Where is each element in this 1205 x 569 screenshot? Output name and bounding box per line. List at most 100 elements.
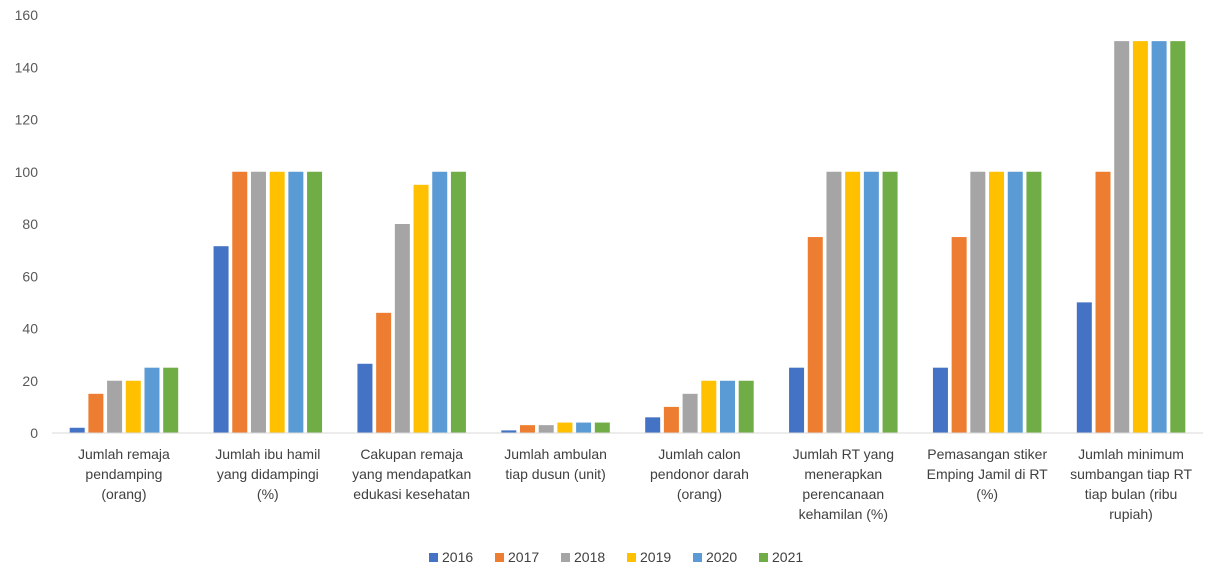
category-label-line: Jumlah remaja [78, 446, 170, 462]
category-label: Jumlah RT yang menerapkan perencanaan keham… [793, 446, 894, 522]
bar-2016-cat2 [213, 246, 229, 433]
category-label-line: edukasi kesehatan [353, 486, 470, 502]
category-label-line: (orang) [101, 486, 146, 502]
legend-swatch [627, 553, 636, 562]
legend-item-2020: 2020 [693, 549, 737, 565]
x-axis-labels: Jumlah remaja pendamping (orang) Jumlah ibu… [78, 446, 1192, 522]
bar-2019-cat4 [557, 422, 573, 433]
bar-2018-cat3 [394, 224, 410, 433]
category-label-line: Jumlah calon [658, 446, 741, 462]
category-label-line: Jumlah ambulan [504, 446, 607, 462]
bar-2017-cat7 [951, 237, 967, 433]
bar-2019-cat8 [1132, 41, 1148, 434]
bar-2020-cat4 [576, 422, 592, 433]
legend-item-2016: 2016 [429, 549, 473, 565]
category-label-line: yang didampingi [217, 466, 319, 482]
bar-2019-cat6 [845, 171, 861, 433]
bar-2019-cat3 [413, 184, 429, 433]
legend-label: 2018 [574, 549, 605, 565]
bar-2021-cat8 [1170, 41, 1186, 434]
bar-2021-cat7 [1026, 171, 1042, 433]
y-tick-label: 160 [15, 7, 39, 23]
bar-2016-cat7 [932, 367, 948, 433]
legend-label: 2016 [442, 549, 473, 565]
legend-item-2018: 2018 [561, 549, 605, 565]
category-label: Jumlah calon pendonor darah (orang) [650, 446, 749, 502]
category-label-line: rupiah) [1109, 506, 1153, 522]
y-tick-label: 140 [15, 59, 39, 75]
bar-2018-cat7 [970, 171, 986, 433]
y-tick-label: 40 [22, 321, 38, 337]
legend-swatch [759, 553, 768, 562]
bar-2018-cat5 [682, 393, 698, 433]
category-label-line: (orang) [677, 486, 722, 502]
bar-2021-cat4 [594, 422, 610, 433]
bar-2016-cat1 [69, 427, 85, 433]
bar-2016-cat3 [357, 363, 373, 433]
bar-2018-cat8 [1114, 41, 1130, 434]
category-label-line: kehamilan (%) [799, 506, 888, 522]
bar-2017-cat8 [1095, 171, 1111, 433]
legend-swatch [495, 553, 504, 562]
y-tick-label: 20 [22, 373, 38, 389]
category-label-line: sumbangan tiap RT [1070, 466, 1192, 482]
bar-2020-cat6 [863, 171, 879, 433]
bar-2016-cat6 [789, 367, 805, 433]
y-tick-label: 80 [22, 216, 38, 232]
category-label-line: Cakupan remaja [360, 446, 463, 462]
bar-2017-cat2 [232, 171, 248, 433]
bar-2017-cat5 [663, 406, 679, 434]
category-label-line: Jumlah ibu hamil [215, 446, 320, 462]
bar-2020-cat7 [1007, 171, 1023, 433]
category-label: Pemasangan stiker Emping Jamil di RT (%) [927, 446, 1049, 502]
legend-label: 2020 [706, 549, 737, 565]
bar-2020-cat5 [719, 380, 735, 433]
y-tick-label: 100 [15, 164, 39, 180]
bar-2021-cat6 [882, 171, 898, 433]
category-label-line: pendonor darah [650, 466, 749, 482]
y-tick-label: 120 [15, 112, 39, 128]
bar-2020-cat3 [432, 171, 448, 433]
category-label-line: Jumlah RT yang [793, 446, 894, 462]
bar-2019-cat2 [269, 171, 285, 433]
legend-swatch [693, 553, 702, 562]
category-label-line: tiap dusun (unit) [505, 466, 605, 482]
legend-label: 2017 [508, 549, 539, 565]
category-label-line: yang mendapatkan [352, 466, 471, 482]
legend-label: 2019 [640, 549, 671, 565]
category-label: Cakupan remaja yang mendapatkan edukasi ke… [352, 446, 471, 502]
bar-2018-cat4 [538, 425, 554, 433]
bar-2021-cat3 [450, 171, 466, 433]
bar-2017-cat1 [88, 393, 104, 433]
bar-2021-cat1 [163, 367, 179, 433]
legend-item-2019: 2019 [627, 549, 671, 565]
bar-2018-cat1 [107, 380, 123, 433]
legend-swatch [561, 553, 570, 562]
category-label: Jumlah ambulan tiap dusun (unit) [504, 446, 607, 482]
bar-2019-cat1 [125, 380, 141, 433]
legend-item-2021: 2021 [759, 549, 803, 565]
category-label-line: tiap bulan (ribu [1085, 486, 1178, 502]
category-label-line: (%) [976, 486, 998, 502]
category-label-line: (%) [257, 486, 279, 502]
category-label-line: Pemasangan stiker [927, 446, 1047, 462]
legend-label: 2021 [772, 549, 803, 565]
bar-2019-cat7 [989, 171, 1005, 433]
bar-2019-cat5 [701, 380, 717, 433]
bar-2020-cat1 [144, 367, 160, 433]
y-tick-label: 0 [30, 425, 38, 441]
category-label-line: pendamping [85, 466, 162, 482]
bar-2021-cat2 [307, 171, 323, 433]
category-label: Jumlah ibu hamil yang didampingi (%) [215, 446, 320, 502]
legend-item-2017: 2017 [495, 549, 539, 565]
bar-2017-cat6 [807, 237, 823, 433]
bar-2021-cat5 [738, 380, 754, 433]
bar-2016-cat5 [645, 417, 661, 433]
bar-2017-cat3 [376, 312, 392, 433]
bar-2016-cat4 [501, 430, 517, 433]
bar-2020-cat2 [288, 171, 304, 433]
legend: 2016 2017 2018 2019 2020 2021 [429, 549, 803, 565]
legend-swatch [429, 553, 438, 562]
bar-2018-cat2 [250, 171, 266, 433]
